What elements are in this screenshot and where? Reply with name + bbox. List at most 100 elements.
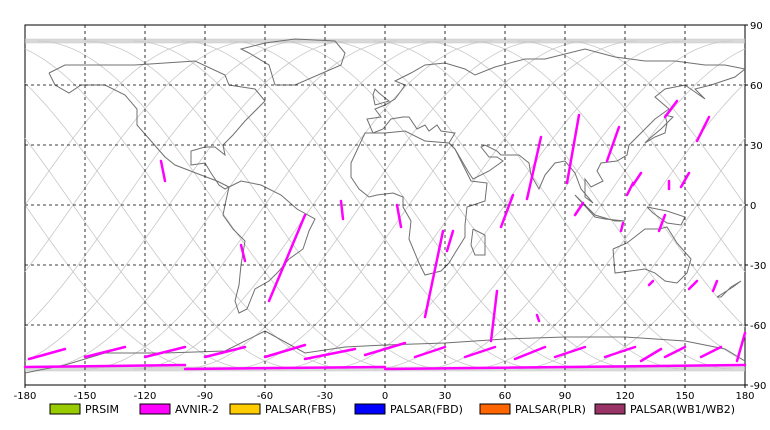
orbit-track-asc: [24, 138, 254, 370]
data-segment-avnir-2: [647, 279, 655, 287]
coastline: [470, 228, 486, 256]
data-segment-avnir-2: [303, 347, 357, 361]
y-tick-label: -90: [750, 381, 766, 392]
legend: PRSIM AVNIR-2 PALSAR(FBS) PALSAR(FBD) PALSAR…: [49, 403, 735, 416]
orbit-track-asc: [24, 48, 350, 370]
y-tick-label: 0: [750, 201, 756, 212]
data-segment-avnir-2: [363, 341, 407, 357]
legend-swatch: [479, 403, 511, 415]
orbit-track-desc: [516, 138, 746, 370]
orbit-track-desc: [564, 204, 746, 370]
data-segment-avnir-2: [553, 345, 587, 359]
legend-label: PRSIM: [85, 403, 119, 416]
data-segment-avnir-2: [535, 313, 541, 323]
x-tick-label: -60: [257, 391, 273, 402]
data-segment-avnir-2: [513, 345, 547, 361]
acquisition-segments: [23, 99, 747, 371]
orbit-track-desc: [24, 40, 302, 328]
legend-label: PALSAR(PLR): [515, 403, 586, 416]
x-tick-label: 0: [382, 391, 388, 402]
legend-swatch: [354, 403, 386, 415]
data-segment-avnir-2: [679, 171, 691, 189]
lat-lon-gridlines: [25, 25, 745, 385]
legend-label: AVNIR-2: [175, 403, 219, 416]
data-segment-avnir-2: [183, 365, 387, 371]
orbit-track-asc: [24, 82, 302, 370]
data-segment-avnir-2: [239, 243, 247, 263]
data-segment-avnir-2: [23, 363, 187, 369]
y-tick-label: -30: [750, 261, 766, 272]
x-tick-label: 90: [559, 391, 572, 402]
x-tick-label: -180: [14, 391, 37, 402]
legend-swatch: [229, 403, 261, 415]
legend-swatch: [49, 403, 81, 415]
legend-swatch: [594, 403, 626, 415]
data-segment-avnir-2: [687, 279, 699, 291]
data-segment-avnir-2: [565, 113, 581, 185]
data-segment-avnir-2: [663, 99, 679, 119]
legend-label: PALSAR(WB1/WB2): [630, 403, 735, 416]
x-tick-label: 30: [439, 391, 452, 402]
data-segment-avnir-2: [423, 229, 445, 319]
data-segment-avnir-2: [489, 289, 499, 343]
data-segment-avnir-2: [619, 221, 625, 233]
data-segment-avnir-2: [711, 279, 719, 293]
data-segment-avnir-2: [657, 213, 667, 233]
orbit-track-asc: [564, 40, 746, 206]
x-tick-label: 60: [499, 391, 512, 402]
x-tick-label: -90: [197, 391, 213, 402]
x-tick-label: -150: [74, 391, 97, 402]
coastline: [612, 226, 692, 284]
data-segment-avnir-2: [143, 345, 187, 359]
data-segment-avnir-2: [699, 345, 723, 359]
legend-label: PALSAR(FBS): [265, 403, 336, 416]
data-segment-avnir-2: [83, 345, 127, 359]
orbit-track-desc: [24, 40, 350, 362]
coastline: [372, 88, 391, 106]
latitude-axis: 90 60 30 0 -30 -60 -90: [745, 21, 766, 392]
data-segment-avnir-2: [383, 363, 747, 371]
x-tick-label: 120: [615, 391, 634, 402]
x-tick-label: 150: [675, 391, 694, 402]
data-segment-avnir-2: [27, 347, 67, 361]
data-segment-avnir-2: [395, 203, 403, 229]
coastline: [222, 180, 316, 314]
data-segment-avnir-2: [639, 347, 663, 363]
data-segment-avnir-2: [735, 331, 747, 363]
data-segment-avnir-2: [339, 199, 345, 221]
data-segment-avnir-2: [499, 193, 515, 229]
data-segment-avnir-2: [263, 343, 307, 359]
x-tick-label: 180: [735, 391, 754, 402]
orbit-track-asc: [420, 40, 746, 362]
data-segment-avnir-2: [203, 345, 247, 359]
y-tick-label: -60: [750, 321, 766, 332]
data-segment-avnir-2: [413, 345, 447, 359]
coastline: [716, 280, 742, 298]
data-segment-avnir-2: [525, 135, 543, 201]
orbit-track-asc: [468, 40, 746, 328]
x-tick-label: -120: [134, 391, 157, 402]
data-segment-avnir-2: [573, 201, 585, 217]
y-tick-label: 30: [750, 141, 763, 152]
coastline: [646, 206, 686, 226]
x-tick-label: -30: [317, 391, 333, 402]
data-segment-avnir-2: [603, 345, 637, 359]
coastline: [239, 38, 346, 86]
data-segment-avnir-2: [695, 115, 711, 143]
coastline: [48, 60, 266, 190]
data-segment-avnir-2: [445, 229, 455, 253]
data-segment-avnir-2: [605, 125, 621, 163]
legend-swatch: [139, 403, 171, 415]
y-tick-label: 90: [750, 21, 763, 32]
legend-label: PALSAR(FBD): [390, 403, 463, 416]
data-segment-avnir-2: [631, 171, 643, 187]
data-segment-avnir-2: [267, 213, 307, 303]
data-segment-avnir-2: [463, 345, 497, 359]
data-segment-avnir-2: [663, 345, 687, 359]
y-tick-label: 60: [750, 81, 763, 92]
orbit-track-asc: [24, 204, 206, 370]
longitude-axis: -180 -150 -120 -90 -60 -30 0 30 60 90 120 150 180: [14, 385, 755, 402]
data-segment-avnir-2: [159, 159, 167, 183]
orbit-track-desc: [24, 40, 254, 272]
